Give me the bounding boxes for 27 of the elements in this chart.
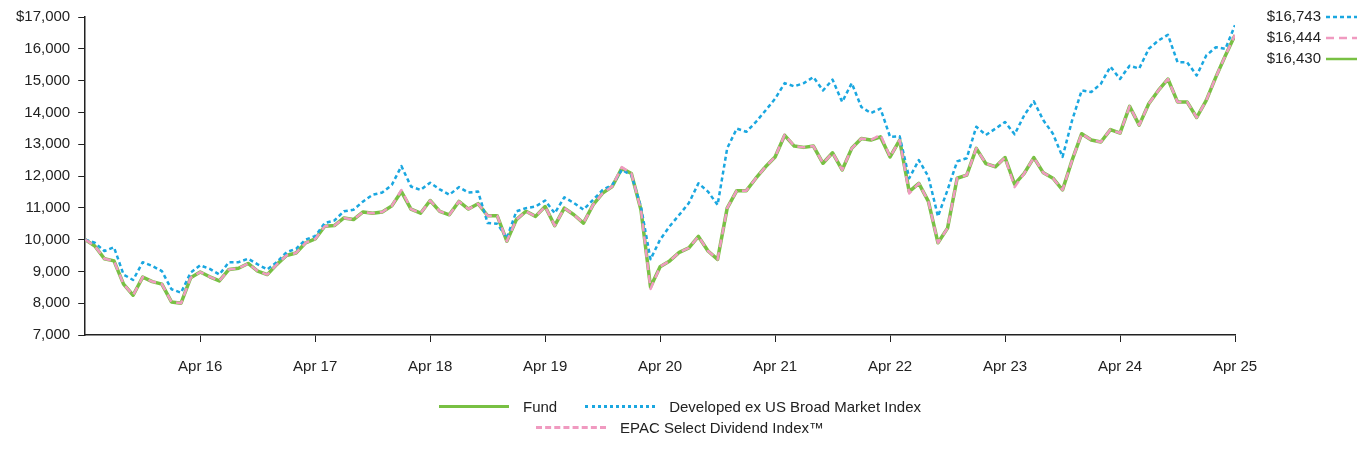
x-tick-label: Apr 23 bbox=[982, 357, 1028, 375]
x-tick-label: Apr 18 bbox=[408, 357, 453, 375]
y-tick-label: 11,000 bbox=[25, 197, 71, 215]
y-tick-label: 10,000 bbox=[24, 229, 71, 247]
x-tick-label: Apr 17 bbox=[293, 357, 338, 375]
x-tick-label: Apr 21 bbox=[752, 357, 798, 375]
annotation: $16,444 bbox=[1266, 28, 1321, 46]
annotation: $16,743 bbox=[1266, 7, 1321, 25]
y-tick-label: 12,000 bbox=[24, 166, 71, 184]
legend-label: Developed ex US Broad Market Index bbox=[669, 398, 921, 415]
annotation: $16,430 bbox=[1266, 49, 1321, 67]
x-tick-label: Apr 16 bbox=[178, 357, 223, 375]
x-tick-label: Apr 22 bbox=[867, 357, 913, 375]
y-tick-label: 7,000 bbox=[32, 325, 71, 343]
x-tick-label: Apr 25 bbox=[1212, 357, 1258, 375]
y-tick-label: 8,000 bbox=[32, 293, 71, 311]
y-tick-label: 14,000 bbox=[24, 102, 71, 120]
x-tick-label: Apr 20 bbox=[638, 357, 683, 375]
legend-label: EPAC Select Dividend Index™ bbox=[620, 419, 824, 436]
y-tick-label: 16,000 bbox=[24, 38, 71, 56]
x-tick-label: Apr 19 bbox=[523, 357, 568, 375]
y-tick-label: $17,000 bbox=[15, 7, 71, 25]
x-tick-label: Apr 24 bbox=[1097, 357, 1143, 375]
y-tick-label: 9,000 bbox=[32, 261, 71, 279]
y-tick-label: 15,000 bbox=[24, 70, 71, 88]
legend-label: Fund bbox=[522, 398, 558, 415]
y-tick-label: 13,000 bbox=[24, 134, 71, 152]
